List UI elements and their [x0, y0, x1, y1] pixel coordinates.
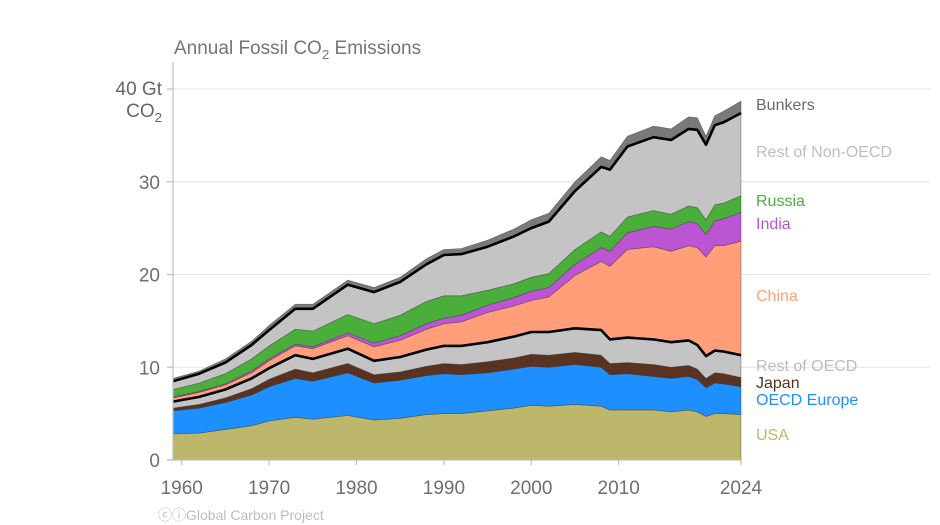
y-axis-top-value: 40 Gt [115, 79, 162, 100]
legend-label-usa: USA [756, 427, 789, 444]
legend-label-rest-of-oecd: Rest of OECD [756, 358, 858, 375]
footer-text: Global Carbon Project [186, 507, 324, 523]
cc-by-icon: ⓒⓘ [158, 507, 186, 523]
y-tick-label-10: 10 [139, 358, 160, 379]
y-tick-label-20: 20 [139, 266, 160, 287]
x-tick-label-2010: 2010 [598, 478, 640, 499]
legend-label-bunkers: Bunkers [756, 97, 815, 114]
non-oecd-total-line [172, 111, 742, 383]
y-tick-label-30: 30 [139, 173, 160, 194]
x-tick-label-2024: 2024 [720, 478, 763, 499]
footer-credit: ⓒⓘGlobal Carbon Project [158, 505, 324, 525]
x-tick-label-1990: 1990 [423, 478, 465, 499]
y-tick-label-0: 0 [149, 451, 160, 472]
legend-label-china: China [756, 288, 798, 305]
legend-label-oecd-europe: OECD Europe [756, 392, 859, 409]
x-tick-label-1970: 1970 [248, 478, 290, 499]
y-axis-top-label: 40 Gt CO2 [100, 79, 162, 125]
x-tick-label-1980: 1980 [335, 478, 377, 499]
x-tick-label-1960: 1960 [161, 478, 203, 499]
legend-label-rest-of-non-oecd: Rest of Non-OECD [756, 144, 893, 161]
legend-label-japan: Japan [756, 375, 800, 392]
x-tick-label-2000: 2000 [510, 478, 552, 499]
chart-title: Annual Fossil CO2 Emissions [174, 38, 422, 62]
y-axis-unit: CO2 [126, 101, 162, 125]
legend-label-russia: Russia [756, 193, 805, 210]
oecd-total-line [172, 327, 742, 403]
legend-label-india: India [756, 216, 791, 233]
